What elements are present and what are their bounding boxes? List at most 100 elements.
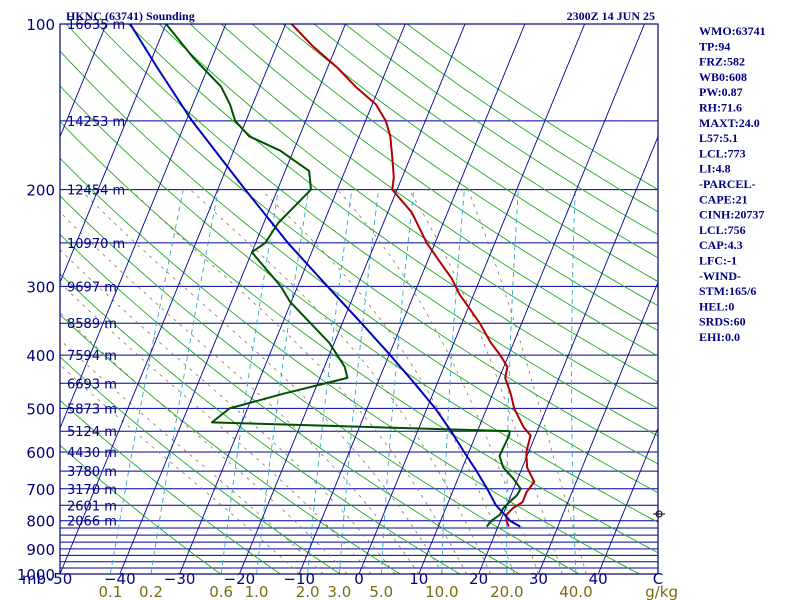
chart-time: 2300Z 14 JUN 25 xyxy=(567,9,655,23)
isotherm-line xyxy=(179,24,406,574)
index-item: LCL:773 xyxy=(699,146,746,160)
isotherm-line xyxy=(60,24,107,138)
moist-adiabat-line xyxy=(467,189,587,574)
moist-adiabat-line xyxy=(408,189,563,574)
index-item: MAXT:24.0 xyxy=(699,116,760,130)
index-item: L57:5.1 xyxy=(699,131,738,145)
temperature-tick-label: 10 xyxy=(409,570,428,588)
index-item: -PARCEL- xyxy=(699,177,755,191)
isotherm-line xyxy=(238,24,466,574)
moist-adiabat-line xyxy=(60,282,372,574)
isotherm-line xyxy=(119,24,346,574)
dry-adiabat-line xyxy=(65,24,658,465)
pressure-tick-label: 500 xyxy=(26,400,55,418)
pressure-tick-label: 700 xyxy=(26,481,55,499)
chart-title: HKNC (63741) Sounding xyxy=(66,9,195,23)
moist-adiabat-line xyxy=(60,364,300,574)
dry-adiabat-line xyxy=(60,157,640,574)
height-label: 3780 m xyxy=(67,465,117,480)
index-item: WB0:608 xyxy=(699,70,747,84)
height-label: 16635 m xyxy=(67,18,125,33)
dry-adiabat-line xyxy=(60,314,401,574)
mixing-ratio-line xyxy=(441,189,465,574)
mixing-ratio-line xyxy=(220,189,279,574)
temperature-tick-label: 30 xyxy=(529,570,548,588)
dry-adiabat-line xyxy=(60,444,221,574)
mixing-ratio-line xyxy=(307,189,353,574)
moist-adiabat-line xyxy=(60,249,396,574)
mixing-ratio-tick-label: 1.0 xyxy=(245,583,269,600)
index-item: HEL:0 xyxy=(699,299,734,313)
dry-adiabat-line xyxy=(60,356,341,574)
mixing-ratio-line xyxy=(338,189,380,574)
mixing-ratio-tick-label: 0.1 xyxy=(98,583,122,600)
index-item: CAP:4.3 xyxy=(699,238,743,252)
index-item: EHI:0.0 xyxy=(699,330,740,344)
pressure-unit-label: mb xyxy=(22,570,46,588)
isotherm-line xyxy=(358,24,586,574)
temperature-tick-label: −20 xyxy=(224,570,256,588)
index-item: FRZ:582 xyxy=(699,55,745,69)
dry-adiabat-line xyxy=(60,50,658,494)
height-label: 14253 m xyxy=(67,115,125,130)
isotherm-line xyxy=(60,24,167,284)
mixing-ratio-tick-label: 0.2 xyxy=(139,583,163,600)
mixing-ratio-tick-label: 20.0 xyxy=(490,583,523,600)
temperature-tick-label: 40 xyxy=(589,570,608,588)
index-item: LFC:-1 xyxy=(699,254,737,268)
dry-adiabat-line xyxy=(60,233,520,574)
dry-adiabat-line xyxy=(60,273,461,574)
pressure-tick-label: 100 xyxy=(26,16,55,34)
grid-layer xyxy=(60,24,658,574)
index-item: TP:94 xyxy=(699,39,730,53)
height-label: 8589 m xyxy=(67,317,117,332)
temperature-tick-label: −30 xyxy=(164,570,196,588)
temperature-tick-label: -50 xyxy=(48,570,73,588)
index-item: -WIND- xyxy=(699,269,741,283)
temperature-tick-label: −10 xyxy=(283,570,315,588)
dry-adiabat-line xyxy=(220,24,658,332)
moist-adiabat-line xyxy=(189,189,491,574)
temperature-tick-label: 20 xyxy=(469,570,488,588)
mixing-ratio-tick-label: 10.0 xyxy=(425,583,458,600)
index-item: LI:4.8 xyxy=(699,162,731,176)
pressure-tick-label: 600 xyxy=(26,444,55,462)
isotherm-line xyxy=(478,135,658,574)
moist-adiabat-line xyxy=(60,211,420,574)
dry-adiabat-line xyxy=(282,24,658,283)
mixing-ratio-tick-label: 0.6 xyxy=(209,583,233,600)
mixing-ratio-tick-label: 5.0 xyxy=(369,583,393,600)
moist-adiabat-line xyxy=(60,312,348,574)
dry-adiabat-line xyxy=(60,195,580,574)
height-label: 2066 m xyxy=(67,515,117,530)
height-label: 3170 m xyxy=(67,483,117,498)
moist-adiabat-line xyxy=(129,189,467,574)
series-layer xyxy=(129,24,536,528)
height-label: 7594 m xyxy=(67,349,117,364)
index-item: CINH:20737 xyxy=(699,208,764,222)
moist-adiabat-line xyxy=(260,189,515,574)
height-label: 4430 m xyxy=(67,446,117,461)
height-label: 5124 m xyxy=(67,425,117,440)
dry-adiabat-line xyxy=(60,121,658,554)
isotherm-line xyxy=(418,24,645,574)
plot-frame xyxy=(59,23,659,575)
temperature-tick-label: C xyxy=(653,570,663,588)
temperature-tick-label: −40 xyxy=(104,570,136,588)
mixing-ratio-tick-label: 2.0 xyxy=(296,583,320,600)
mixing-ratio-tick-label: 3.0 xyxy=(327,583,351,600)
dry-adiabat-line xyxy=(189,24,658,357)
mixing-ratio-line xyxy=(380,189,415,574)
isotherm-line xyxy=(597,427,658,574)
dry-adiabat-line xyxy=(313,24,658,259)
moist-adiabat-line xyxy=(337,189,539,574)
dry-adiabat-line xyxy=(158,24,658,383)
index-item: PW:0.87 xyxy=(699,85,743,99)
isotherm-line xyxy=(60,24,287,574)
dry-adiabat-line xyxy=(96,24,658,437)
index-item: RH:71.6 xyxy=(699,101,742,115)
dry-adiabat-line xyxy=(127,24,658,410)
moist-adiabat-line xyxy=(60,339,324,574)
